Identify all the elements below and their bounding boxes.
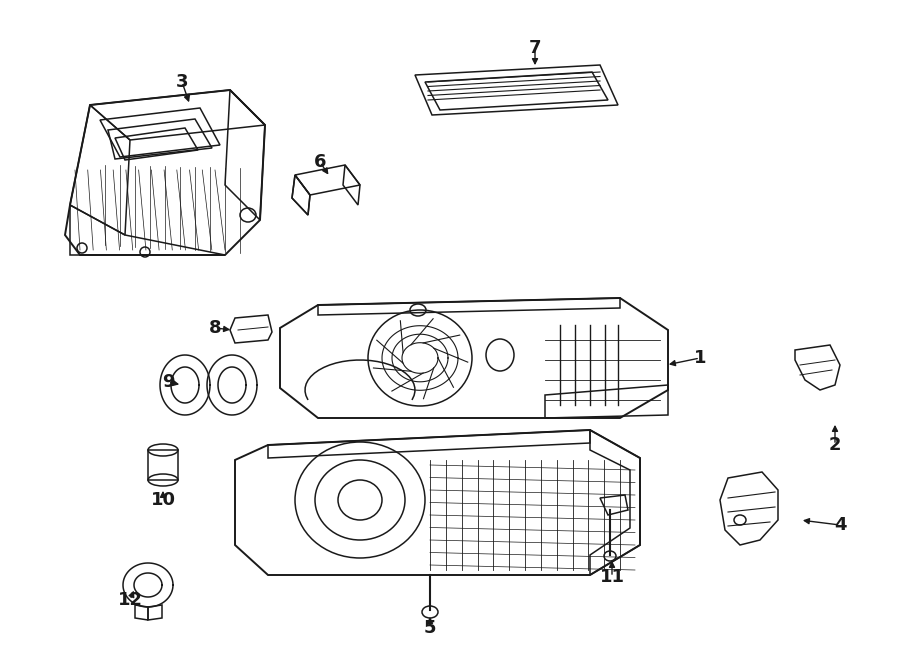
- Text: 5: 5: [424, 619, 436, 637]
- Text: 6: 6: [314, 153, 326, 171]
- Text: 4: 4: [833, 516, 846, 534]
- Text: 12: 12: [118, 591, 142, 609]
- Text: 3: 3: [176, 73, 188, 91]
- Text: 1: 1: [694, 349, 706, 367]
- Text: 2: 2: [829, 436, 842, 454]
- Text: 10: 10: [150, 491, 176, 509]
- Text: 11: 11: [599, 568, 625, 586]
- Text: 7: 7: [529, 39, 541, 57]
- Text: 8: 8: [209, 319, 221, 337]
- Text: 9: 9: [162, 373, 175, 391]
